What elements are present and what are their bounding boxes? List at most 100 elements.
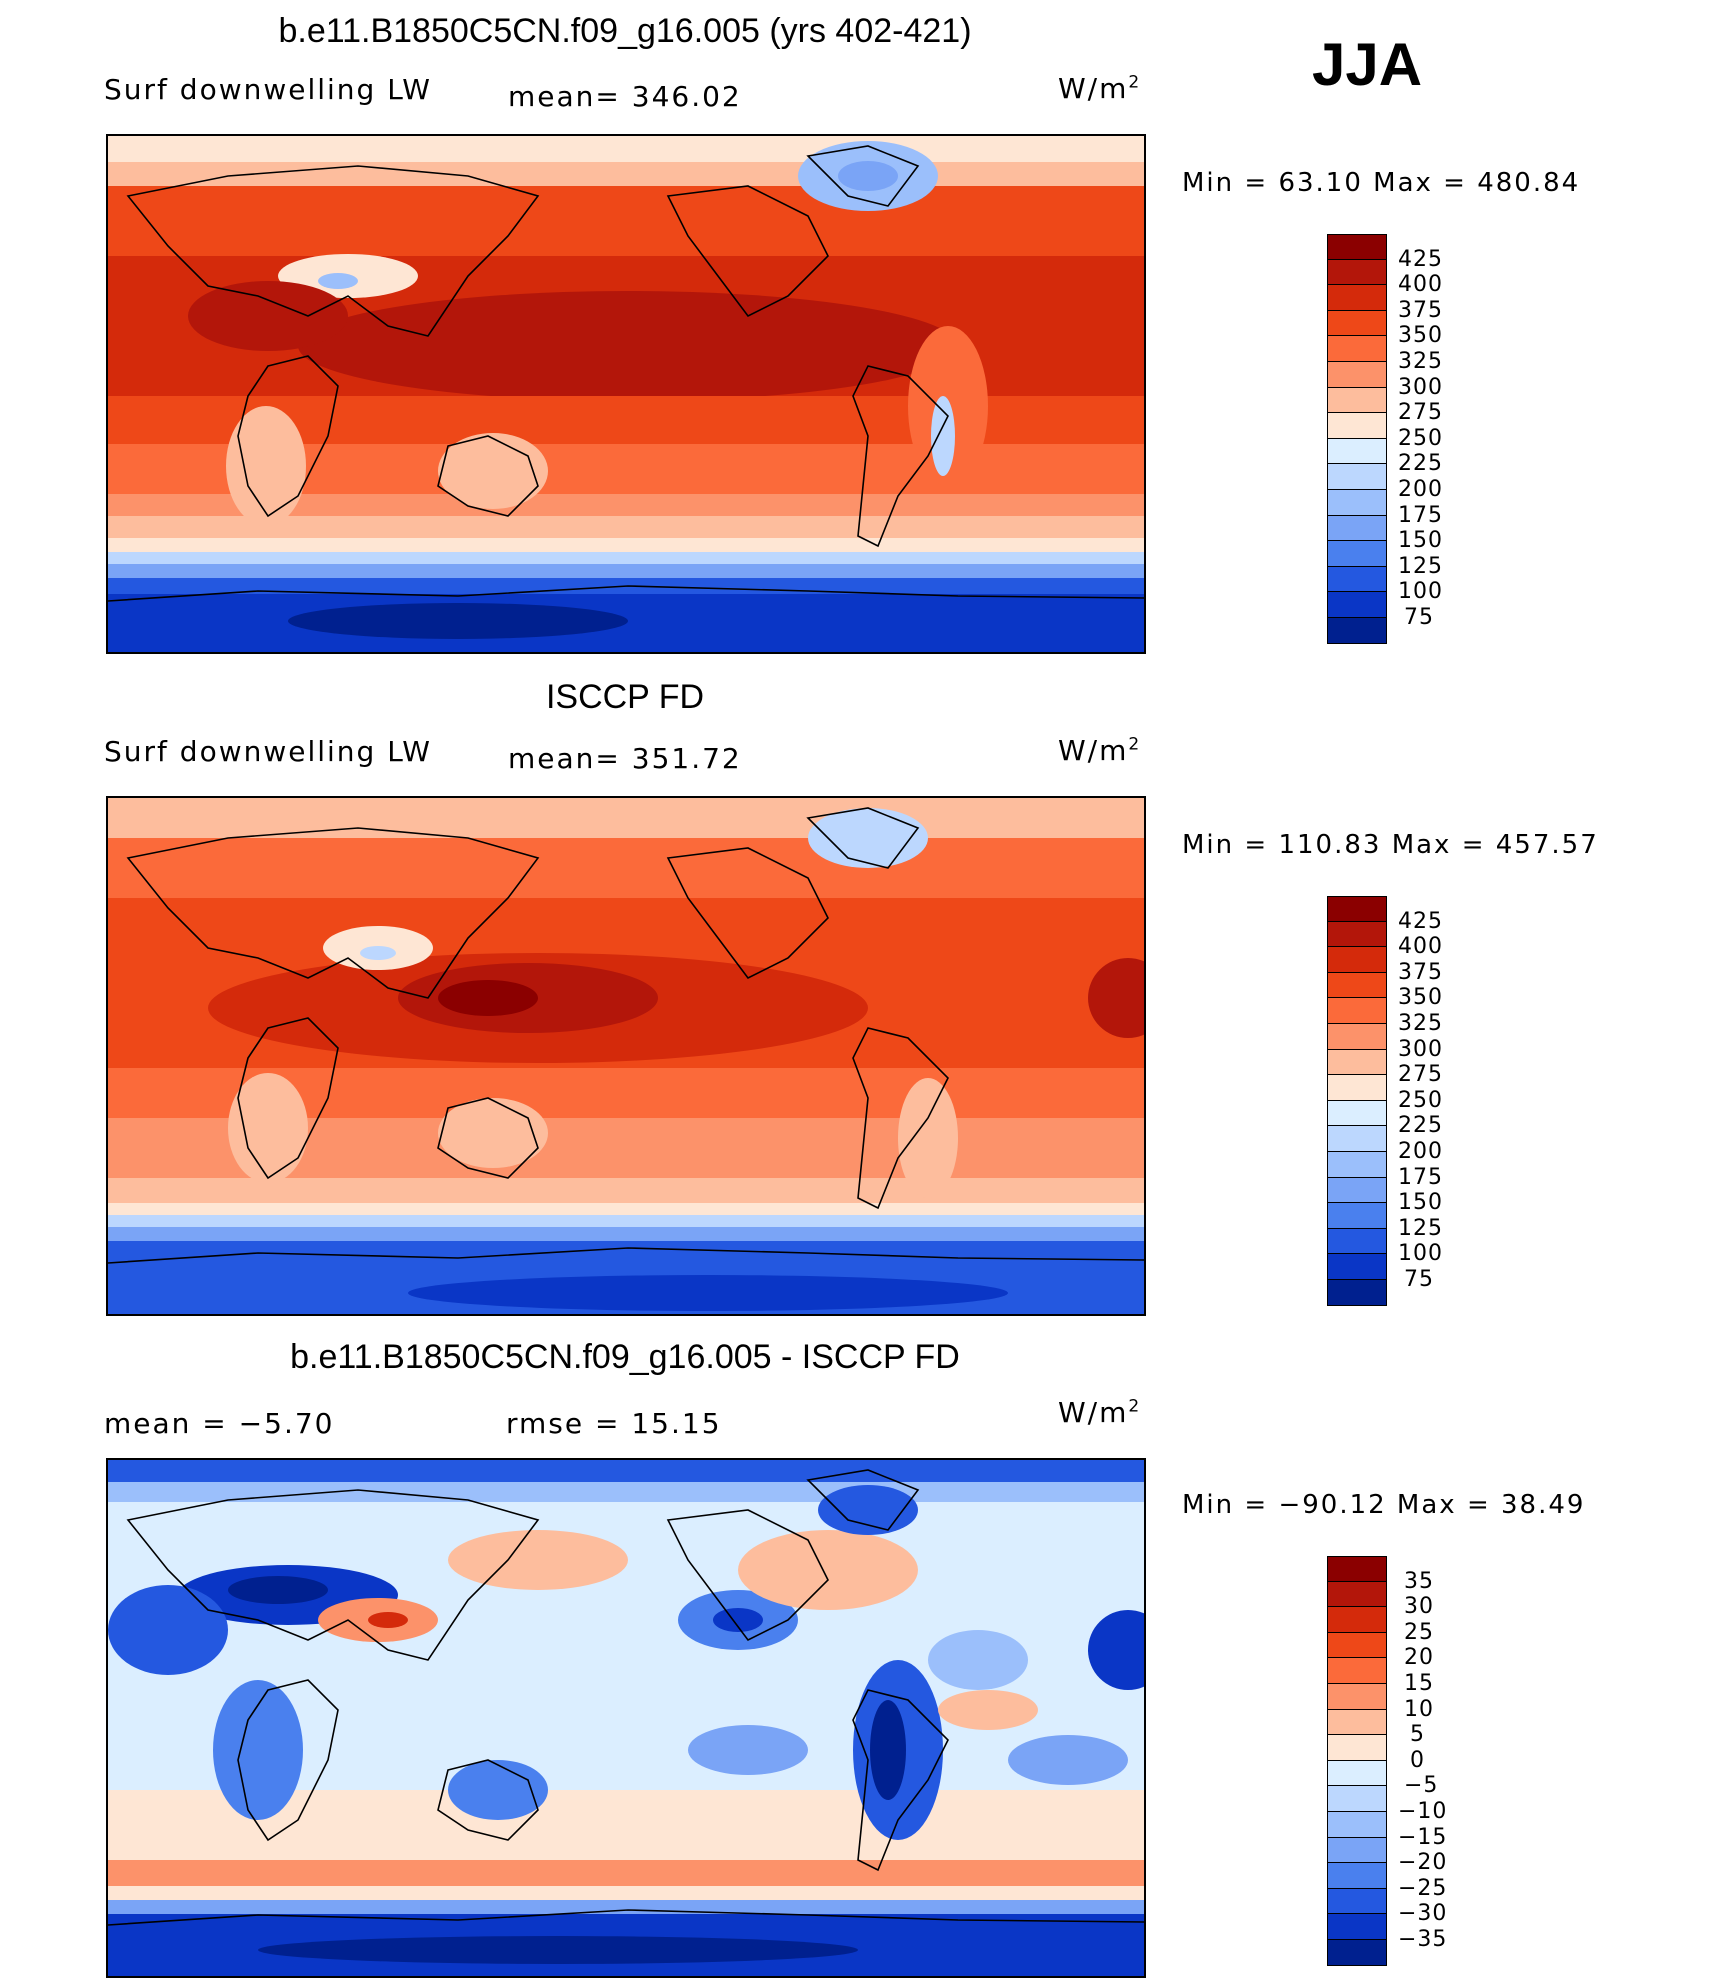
colorbar-tick-label: −35 (1398, 1927, 1448, 1952)
colorbar-swatch (1327, 617, 1387, 644)
colorbar-swatch (1327, 464, 1387, 490)
colorbar-tick-label: 100 (1398, 579, 1443, 605)
colorbar-tick-label: 400 (1398, 272, 1443, 298)
colorbar-tick-label: 75 (1404, 605, 1434, 630)
colorbar-tick-label: 75 (1404, 1267, 1434, 1292)
panel-obs-mean: mean= 351.72 (508, 742, 742, 775)
colorbar-swatch (1327, 234, 1387, 260)
panel-model-mean: mean= 346.02 (508, 80, 742, 113)
colorbar-swatch (1327, 1023, 1387, 1050)
colorbar-tick-label: 350 (1398, 323, 1443, 349)
panel-diff-colorbar (1327, 1556, 1389, 1966)
panel-diff-title: b.e11.B1850C5CN.f09_g16.005 - ISCCP FD (290, 1338, 960, 1376)
panel-model-title: b.e11.B1850C5CN.f09_g16.005 (yrs 402-421… (278, 12, 972, 50)
colorbar-swatch (1327, 1811, 1387, 1838)
colorbar-swatch (1327, 361, 1387, 388)
colorbar-tick-label: 30 (1404, 1594, 1434, 1620)
colorbar-swatch (1327, 1075, 1387, 1101)
colorbar-swatch (1327, 1837, 1387, 1864)
colorbar-tick-label: 250 (1398, 425, 1443, 451)
colorbar-swatch (1327, 1126, 1387, 1152)
colorbar-tick-label: 125 (1398, 1215, 1443, 1241)
colorbar-swatch (1327, 1177, 1387, 1204)
colorbar-swatch (1327, 1254, 1387, 1280)
colorbar-swatch (1327, 1151, 1387, 1178)
colorbar-swatch (1327, 998, 1387, 1024)
colorbar-swatch (1327, 259, 1387, 286)
colorbar-swatch (1327, 921, 1387, 948)
panel-diff-map (106, 1458, 1146, 1978)
colorbar-tick-label: −30 (1398, 1901, 1448, 1927)
colorbar-tick-label: 275 (1398, 400, 1443, 426)
panel-model-map (106, 134, 1146, 654)
colorbar-tick-label: 15 (1404, 1671, 1434, 1696)
colorbar-swatch (1327, 1863, 1387, 1889)
panel-model-variable: Surf downwelling LW (104, 73, 432, 106)
colorbar-swatch (1327, 1607, 1387, 1633)
panel-obs-variable: Surf downwelling LW (104, 735, 432, 768)
colorbar-swatch (1327, 1683, 1387, 1710)
colorbar-tick-label: −20 (1398, 1850, 1448, 1876)
colorbar-tick-label: 225 (1398, 451, 1443, 477)
colorbar-swatch (1327, 1632, 1387, 1659)
colorbar-tick-label: 225 (1398, 1113, 1443, 1139)
colorbar-swatch (1327, 1203, 1387, 1229)
colorbar-swatch (1327, 592, 1387, 618)
colorbar-swatch (1327, 1760, 1387, 1787)
colorbar-tick-label: 325 (1398, 1011, 1443, 1036)
panel-model-minmax: Min = 63.10 Max = 480.84 (1182, 168, 1581, 198)
colorbar-swatch (1327, 972, 1387, 999)
colorbar-swatch (1327, 1279, 1387, 1306)
colorbar-tick-label: 350 (1398, 985, 1443, 1011)
colorbar-tick-label: 35 (1404, 1568, 1434, 1594)
colorbar-swatch (1327, 285, 1387, 311)
panel-obs-minmax: Min = 110.83 Max = 457.57 (1182, 830, 1599, 860)
colorbar-tick-label: 10 (1404, 1696, 1434, 1722)
colorbar-tick-label: 20 (1404, 1645, 1434, 1671)
colorbar-tick-label: 425 (1398, 246, 1443, 272)
colorbar-swatch (1327, 1581, 1387, 1608)
colorbar-tick-label: 5 (1410, 1722, 1425, 1748)
colorbar-swatch (1327, 947, 1387, 973)
colorbar-swatch (1327, 489, 1387, 516)
colorbar-tick-label: −15 (1398, 1824, 1448, 1850)
colorbar-swatch (1327, 387, 1387, 414)
colorbar-tick-label: 125 (1398, 553, 1443, 579)
colorbar-swatch (1327, 1914, 1387, 1940)
colorbar-swatch (1327, 1658, 1387, 1684)
colorbar-swatch (1327, 413, 1387, 439)
colorbar-tick-label: 275 (1398, 1062, 1443, 1088)
panel-model-units: W/m2 (1058, 72, 1140, 105)
colorbar-swatch (1327, 310, 1387, 337)
colorbar-swatch (1327, 1735, 1387, 1761)
panel-diff-mean: mean = −5.70 (104, 1407, 335, 1440)
colorbar-tick-label: 425 (1398, 908, 1443, 934)
panel-diff-map-svg (108, 1460, 1144, 1976)
colorbar-swatch (1327, 896, 1387, 922)
colorbar-swatch (1327, 1888, 1387, 1915)
colorbar-tick-label: 375 (1398, 959, 1443, 985)
colorbar-tick-label: 175 (1398, 1164, 1443, 1190)
colorbar-tick-label: 300 (1398, 1036, 1443, 1062)
colorbar-tick-label: 325 (1398, 349, 1443, 374)
colorbar-swatch (1327, 1228, 1387, 1255)
colorbar-swatch (1327, 336, 1387, 362)
colorbar-swatch (1327, 566, 1387, 593)
colorbar-swatch (1327, 1709, 1387, 1736)
colorbar-tick-label: 25 (1404, 1619, 1434, 1645)
panel-diff-units: W/m2 (1058, 1396, 1140, 1429)
colorbar-tick-label: 200 (1398, 477, 1443, 502)
panel-obs-title: ISCCP FD (545, 678, 705, 716)
colorbar-tick-label: 175 (1398, 502, 1443, 528)
panel-diff-rmse: rmse = 15.15 (506, 1407, 722, 1440)
panel-model-colorbar (1327, 234, 1389, 644)
colorbar-swatch (1327, 1939, 1387, 1966)
colorbar-tick-label: 375 (1398, 297, 1443, 323)
colorbar-swatch (1327, 1786, 1387, 1812)
panel-obs-colorbar (1327, 896, 1389, 1306)
colorbar-tick-label: 250 (1398, 1087, 1443, 1113)
colorbar-swatch (1327, 1100, 1387, 1127)
colorbar-tick-label: −10 (1398, 1799, 1448, 1824)
panel-diff-minmax: Min = −90.12 Max = 38.49 (1182, 1490, 1586, 1520)
colorbar-tick-label: 200 (1398, 1139, 1443, 1164)
